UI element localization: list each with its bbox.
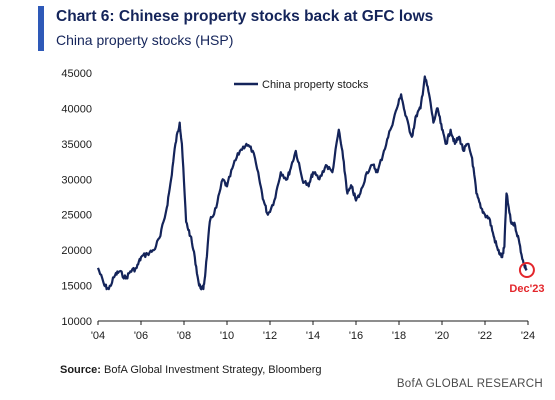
legend: China property stocks [234, 79, 369, 91]
y-tick-label: 30000 [61, 174, 92, 186]
source-label: Source: [60, 364, 101, 376]
x-tick-label: '14 [306, 330, 320, 342]
y-tick-label: 20000 [61, 245, 92, 257]
brand-footer: BofA GLOBAL RESEARCH [396, 378, 543, 390]
x-tick-label: '18 [392, 330, 406, 342]
y-tick-label: 10000 [61, 316, 92, 328]
x-tick-label: '16 [349, 330, 363, 342]
y-tick-label: 35000 [61, 139, 92, 151]
chart-title: Chart 6: Chinese property stocks back at… [56, 8, 434, 25]
x-tick-label: '10 [220, 330, 234, 342]
source-note: Source: BofA Global Investment Strategy,… [60, 364, 322, 376]
x-tick-label: '20 [435, 330, 449, 342]
x-tick-label: '12 [263, 330, 277, 342]
x-tick-label: '06 [134, 330, 148, 342]
annotations: Dec'23 [509, 261, 544, 295]
chart-subtitle: China property stocks (HSP) [56, 32, 234, 48]
dec23-marker-circle [518, 261, 535, 278]
x-tick-label: '22 [478, 330, 492, 342]
x-tick-label: '04 [91, 330, 105, 342]
title-accent-bar [38, 6, 44, 51]
legend-label: China property stocks [262, 79, 369, 91]
x-tick-label: '08 [177, 330, 191, 342]
y-axis-ticks: 10000 15000 20000 25000 30000 35000 40000 45000 [61, 68, 92, 328]
series-line-china-property-stocks [96, 75, 528, 291]
y-tick-label: 25000 [61, 210, 92, 222]
annotation-label: Dec'23 [509, 283, 544, 295]
y-tick-label: 15000 [61, 281, 92, 293]
y-tick-label: 40000 [61, 103, 92, 115]
series-layer [96, 75, 528, 291]
y-tick-label: 45000 [61, 68, 92, 80]
source-text: BofA Global Investment Strategy, Bloombe… [104, 364, 322, 376]
x-tick-label: '24 [521, 330, 535, 342]
x-axis: '04 '06 '08 '10 '12 '14 '16 '18 '20 '22 '24 [91, 320, 535, 342]
